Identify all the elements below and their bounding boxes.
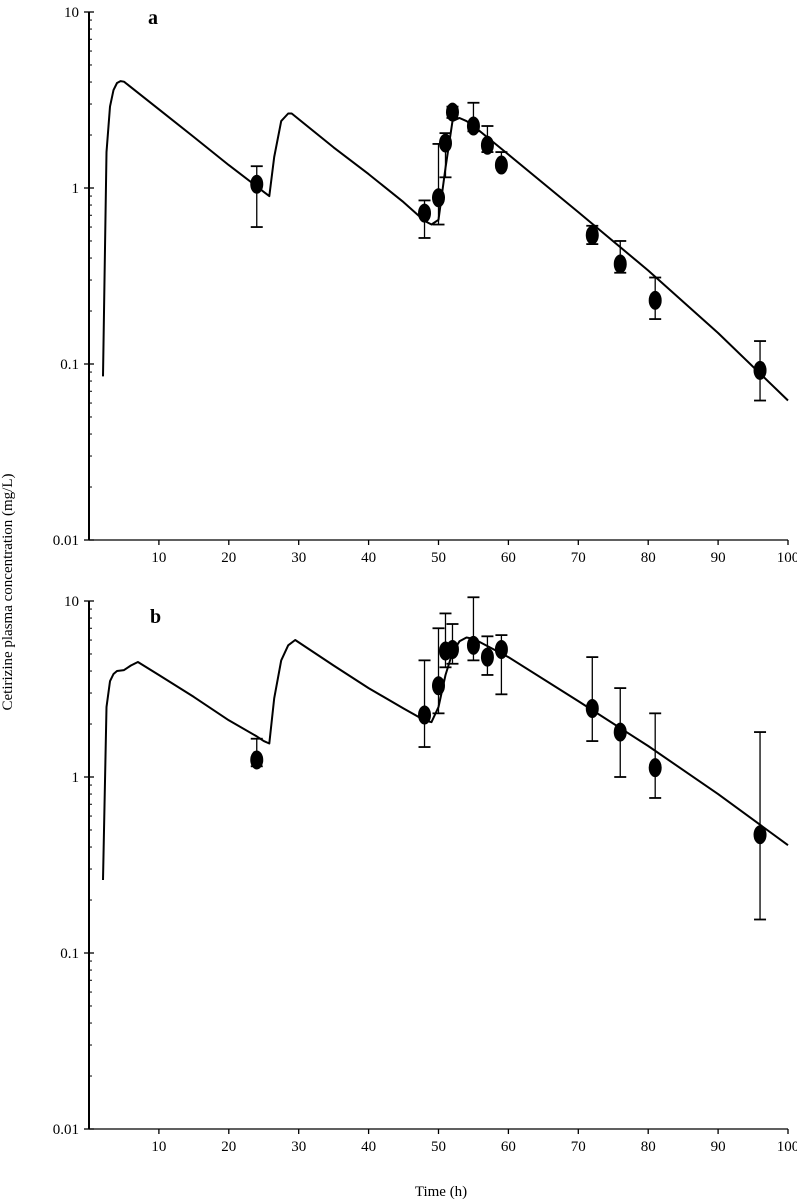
predicted-line xyxy=(102,636,789,881)
panel-label: a xyxy=(148,7,158,29)
y-tick-label: 0.1 xyxy=(60,357,79,373)
x-tick-label: 100 xyxy=(777,1139,797,1155)
x-tick-label: 30 xyxy=(291,550,306,566)
panel-label: b xyxy=(150,606,161,628)
data-point xyxy=(445,640,459,660)
data-point xyxy=(418,203,432,223)
data-point xyxy=(585,225,599,245)
y-tick-label: 10 xyxy=(64,5,79,21)
data-point xyxy=(648,290,662,310)
data-point xyxy=(418,705,432,725)
x-tick-label: 40 xyxy=(361,1139,376,1155)
x-tick-label: 10 xyxy=(151,1139,166,1155)
x-tick-label: 80 xyxy=(641,1139,656,1155)
x-tick-label: 30 xyxy=(291,1139,306,1155)
x-tick-label: 50 xyxy=(431,1139,446,1155)
panel-b-plot: 0.01 0.1 1 10 10 20 30 40 50 60 70 80 90 100 b xyxy=(53,594,797,1155)
data-point xyxy=(480,135,494,155)
x-tick-label: 90 xyxy=(711,1139,726,1155)
data-point xyxy=(613,722,627,742)
data-point xyxy=(445,102,459,122)
x-axis-label: Time (h) xyxy=(415,1184,467,1200)
y-tick-label: 0.01 xyxy=(53,533,79,549)
data-point xyxy=(480,647,494,667)
data-point xyxy=(466,116,480,136)
x-tick-label: 70 xyxy=(571,1139,586,1155)
x-tick-label: 40 xyxy=(361,550,376,566)
data-point xyxy=(585,699,599,719)
y-axis-label: Cetirizine plasma concentration (mg/L) xyxy=(0,473,16,710)
data-point xyxy=(250,750,264,770)
data-point xyxy=(438,133,452,153)
data-point xyxy=(753,360,767,380)
data-point xyxy=(432,676,445,696)
y-tick-label: 10 xyxy=(64,594,79,610)
x-tick-label: 60 xyxy=(501,1139,516,1155)
x-tick-label: 10 xyxy=(151,550,166,566)
predicted-line xyxy=(102,80,789,402)
data-point xyxy=(494,640,508,660)
x-tick-label: 70 xyxy=(571,550,586,566)
data-point xyxy=(494,155,508,175)
x-tick-label: 90 xyxy=(711,550,726,566)
data-point xyxy=(466,635,480,655)
y-tick-label: 0.1 xyxy=(60,946,79,962)
data-point xyxy=(648,758,662,778)
x-tick-label: 80 xyxy=(641,550,656,566)
x-tick-label: 60 xyxy=(501,550,516,566)
data-point xyxy=(432,188,445,208)
data-point xyxy=(753,825,767,845)
y-tick-label: 0.01 xyxy=(53,1122,79,1138)
y-tick-label: 1 xyxy=(72,770,80,786)
x-tick-label: 20 xyxy=(221,550,236,566)
y-tick-label: 1 xyxy=(72,181,80,197)
data-point xyxy=(250,174,264,194)
x-tick-label: 50 xyxy=(431,550,446,566)
x-tick-label: 20 xyxy=(221,1139,236,1155)
panel-a-plot: 0.01 0.1 1 10 10 20 30 40 50 60 70 80 90 100 a xyxy=(53,5,797,566)
x-tick-label: 100 xyxy=(777,550,797,566)
data-point xyxy=(613,254,627,274)
